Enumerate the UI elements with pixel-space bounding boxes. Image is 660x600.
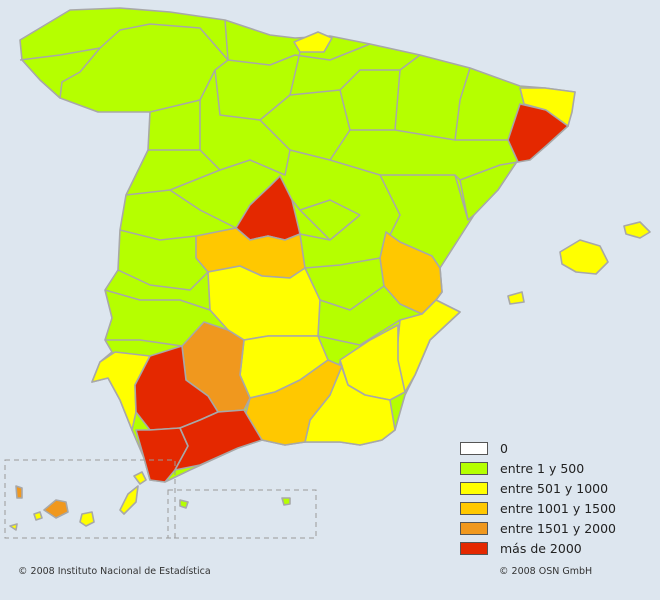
ceuta	[179, 499, 189, 509]
legend-label: 0	[500, 440, 508, 456]
island-menorca	[623, 221, 651, 239]
legend-label: entre 1001 y 1500	[500, 500, 617, 516]
legend-item: entre 501 y 1000	[460, 478, 616, 498]
legend-swatch	[460, 501, 488, 515]
island-ibiza	[507, 291, 525, 305]
legend-label: más de 2000	[500, 540, 582, 556]
island-gran-canaria	[79, 511, 95, 527]
legend-label: entre 1 y 500	[500, 460, 585, 476]
province-yellow-northeast	[519, 87, 576, 127]
legend-item: 0	[460, 438, 616, 458]
legend-label: entre 501 y 1000	[500, 480, 609, 496]
province-yellow-north	[293, 31, 333, 53]
legend-label: entre 1501 y 2000	[500, 520, 617, 536]
credit-osn: © 2008 OSN GmbH	[499, 566, 593, 577]
canary-islands-inset	[4, 459, 176, 539]
province-red-malaga	[174, 409, 263, 471]
island-el-hierro	[9, 523, 18, 531]
province-borders	[19, 19, 519, 347]
credit-ine: © 2008 Instituto Nacional de Estadística	[18, 566, 211, 577]
island-tenerife	[43, 499, 69, 519]
legend: 0 entre 1 y 500 entre 501 y 1000 entre 1…	[460, 438, 616, 558]
legend-item: más de 2000	[460, 538, 616, 558]
melilla	[281, 497, 291, 506]
legend-item: entre 1001 y 1500	[460, 498, 616, 518]
island-mallorca	[559, 239, 609, 275]
legend-swatch	[460, 541, 488, 555]
island-lanzarote	[133, 471, 147, 485]
island-la-gomera	[33, 511, 43, 521]
legend-item: entre 1 y 500	[460, 458, 616, 478]
legend-swatch	[460, 461, 488, 475]
legend-swatch	[460, 441, 488, 455]
island-la-palma	[15, 485, 23, 499]
island-fuerteventura	[119, 485, 139, 515]
legend-item: entre 1501 y 2000	[460, 518, 616, 538]
legend-swatch	[460, 521, 488, 535]
ceuta-melilla-inset	[167, 489, 317, 539]
legend-swatch	[460, 481, 488, 495]
